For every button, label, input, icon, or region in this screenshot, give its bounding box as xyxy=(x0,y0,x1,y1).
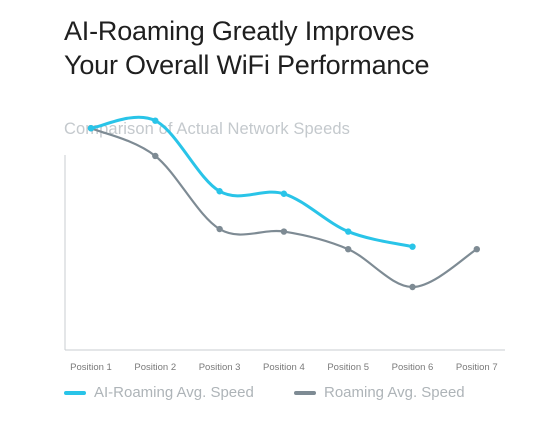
data-point-roaming xyxy=(473,246,480,253)
series-line-roaming xyxy=(89,127,478,289)
legend-swatch-roaming xyxy=(294,390,316,395)
x-tick-label: Position 3 xyxy=(199,362,241,373)
x-tick-label: Position 2 xyxy=(134,362,176,373)
data-point-roaming xyxy=(345,246,352,253)
data-point-roaming xyxy=(152,152,159,160)
data-point-ai-roaming xyxy=(87,125,95,132)
x-tick-label: Position 4 xyxy=(263,362,305,373)
x-tick-label: Position 5 xyxy=(327,362,369,373)
data-point-ai-roaming xyxy=(216,188,223,195)
x-tick-label: Position 7 xyxy=(456,362,498,373)
data-point-roaming xyxy=(409,283,416,291)
data-point-ai-roaming xyxy=(152,117,159,124)
data-point-roaming xyxy=(280,228,288,235)
chart-title: Comparison of Actual Network Speeds xyxy=(64,120,350,138)
page-title: AI-Roaming Greatly Improves Your Overall… xyxy=(64,14,430,82)
page-title-line-2: Your Overall WiFi Performance xyxy=(64,50,430,80)
x-tick-label: Position 6 xyxy=(392,362,434,373)
page-title-line-1: AI-Roaming Greatly Improves xyxy=(64,16,415,46)
legend-swatch-ai-roaming xyxy=(64,390,86,395)
x-tick-label: Position 1 xyxy=(70,362,112,373)
legend-label-roaming: Roaming Avg. Speed xyxy=(324,384,465,401)
legend-label-ai-roaming: AI-Roaming Avg. Speed xyxy=(94,384,254,401)
data-point-ai-roaming xyxy=(409,243,416,250)
legend-item-roaming: Roaming Avg. Speed xyxy=(294,384,465,401)
series-line-ai-roaming xyxy=(89,115,414,249)
data-point-roaming xyxy=(216,225,223,233)
data-point-ai-roaming xyxy=(280,190,288,197)
legend-item-ai-roaming: AI-Roaming Avg. Speed xyxy=(64,384,254,401)
data-point-ai-roaming xyxy=(345,228,352,235)
